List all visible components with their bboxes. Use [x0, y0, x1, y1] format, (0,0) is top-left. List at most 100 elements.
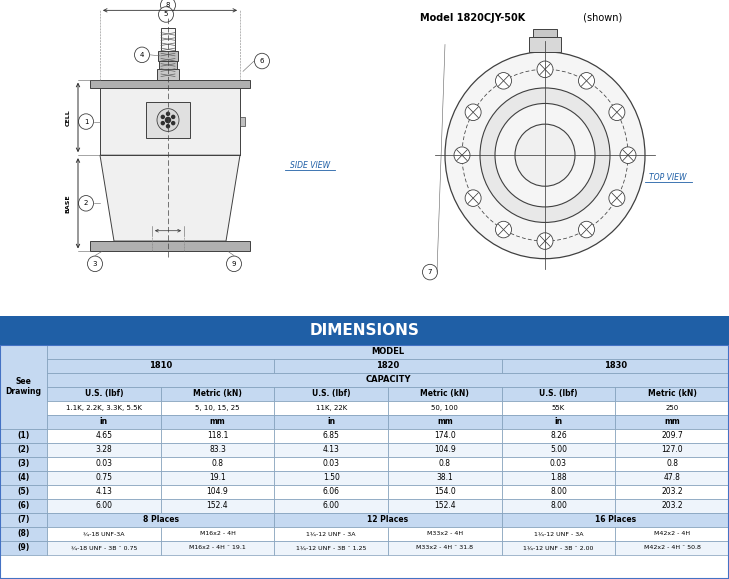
Bar — [274, 471, 388, 485]
Bar — [502, 443, 615, 457]
Bar — [615, 485, 729, 499]
Circle shape — [496, 72, 512, 89]
Text: 3.28: 3.28 — [95, 445, 112, 455]
Text: 1: 1 — [84, 119, 88, 124]
Bar — [388, 401, 502, 415]
Circle shape — [465, 104, 481, 120]
Circle shape — [79, 114, 93, 129]
Bar — [502, 358, 729, 372]
Bar — [157, 69, 179, 80]
Text: mm: mm — [210, 417, 225, 426]
Bar — [274, 499, 388, 513]
Text: 19.1: 19.1 — [209, 473, 226, 482]
Bar — [90, 241, 250, 251]
Text: 0.8: 0.8 — [666, 459, 678, 468]
Text: (7): (7) — [17, 515, 30, 525]
Bar — [159, 61, 177, 69]
Bar — [47, 499, 160, 513]
Text: 1810: 1810 — [149, 361, 172, 370]
Text: 12 Places: 12 Places — [367, 515, 408, 525]
Text: 50, 100: 50, 100 — [432, 405, 459, 411]
Bar — [240, 118, 245, 126]
Bar — [47, 415, 160, 428]
Text: 127.0: 127.0 — [661, 445, 683, 455]
Bar — [160, 471, 274, 485]
Circle shape — [254, 53, 270, 69]
Text: U.S. (lbf): U.S. (lbf) — [539, 389, 578, 398]
Bar — [274, 428, 388, 443]
Bar — [615, 499, 729, 513]
Bar — [615, 387, 729, 401]
Text: 8.00: 8.00 — [550, 501, 567, 510]
Text: 4.65: 4.65 — [95, 431, 112, 440]
Text: 11K, 22K: 11K, 22K — [316, 405, 347, 411]
Bar — [533, 29, 557, 37]
Text: 38.1: 38.1 — [437, 473, 453, 482]
Text: 104.9: 104.9 — [206, 488, 228, 496]
Text: 0.03: 0.03 — [550, 459, 567, 468]
Circle shape — [423, 265, 437, 280]
Bar — [388, 443, 502, 457]
Text: (4): (4) — [17, 473, 30, 482]
Bar — [274, 513, 502, 527]
Bar — [160, 457, 274, 471]
Text: 0.75: 0.75 — [95, 473, 112, 482]
Text: (5): (5) — [17, 488, 30, 496]
Bar — [47, 358, 274, 372]
Bar — [0, 513, 47, 527]
Text: 154.0: 154.0 — [434, 488, 456, 496]
Circle shape — [165, 118, 171, 123]
Bar — [160, 541, 274, 555]
Bar — [274, 485, 388, 499]
Bar — [160, 387, 274, 401]
Circle shape — [445, 52, 645, 259]
Text: M42x2 - 4H ¯ 50.8: M42x2 - 4H ¯ 50.8 — [644, 545, 701, 551]
Bar — [160, 415, 274, 428]
Bar — [0, 428, 47, 443]
Bar — [47, 527, 160, 541]
Bar — [274, 527, 388, 541]
Text: 6.06: 6.06 — [323, 488, 340, 496]
Text: 16 Places: 16 Places — [595, 515, 636, 525]
Bar — [0, 485, 47, 499]
Text: 0.03: 0.03 — [95, 459, 112, 468]
Text: 1.1K, 2.2K, 3.3K, 5.5K: 1.1K, 2.2K, 3.3K, 5.5K — [66, 405, 142, 411]
Polygon shape — [100, 88, 240, 155]
Text: 203.2: 203.2 — [661, 488, 683, 496]
Text: mm: mm — [437, 417, 453, 426]
Text: M16x2 - 4H: M16x2 - 4H — [200, 532, 235, 536]
Text: 8.26: 8.26 — [550, 431, 567, 440]
Text: 152.4: 152.4 — [207, 501, 228, 510]
Text: 5: 5 — [164, 12, 168, 17]
Bar — [0, 457, 47, 471]
Text: 0.8: 0.8 — [439, 459, 451, 468]
Text: TOP VIEW: TOP VIEW — [650, 174, 687, 182]
Text: 1¼-12 UNF - 3B ¯ 2.00: 1¼-12 UNF - 3B ¯ 2.00 — [523, 545, 593, 551]
Bar — [274, 457, 388, 471]
Text: (6): (6) — [17, 501, 30, 510]
Text: mm: mm — [664, 417, 680, 426]
Circle shape — [496, 221, 512, 238]
Text: 9: 9 — [232, 261, 236, 267]
Text: MODEL: MODEL — [372, 347, 405, 356]
Text: 1830: 1830 — [604, 361, 627, 370]
Circle shape — [160, 0, 176, 13]
Circle shape — [515, 124, 575, 186]
FancyBboxPatch shape — [146, 102, 190, 138]
Bar — [502, 499, 615, 513]
Bar — [160, 428, 274, 443]
Bar — [615, 527, 729, 541]
Bar — [274, 387, 388, 401]
Bar — [388, 471, 502, 485]
Bar — [274, 358, 502, 372]
Circle shape — [609, 190, 625, 206]
Text: 104.9: 104.9 — [434, 445, 456, 455]
Bar — [47, 471, 160, 485]
Circle shape — [166, 124, 170, 128]
Bar — [161, 28, 175, 80]
Text: (3): (3) — [17, 459, 30, 468]
Text: U.S. (lbf): U.S. (lbf) — [85, 389, 123, 398]
Bar — [388, 485, 502, 499]
Bar — [0, 345, 47, 428]
Text: DIMENSIONS: DIMENSIONS — [310, 323, 419, 338]
